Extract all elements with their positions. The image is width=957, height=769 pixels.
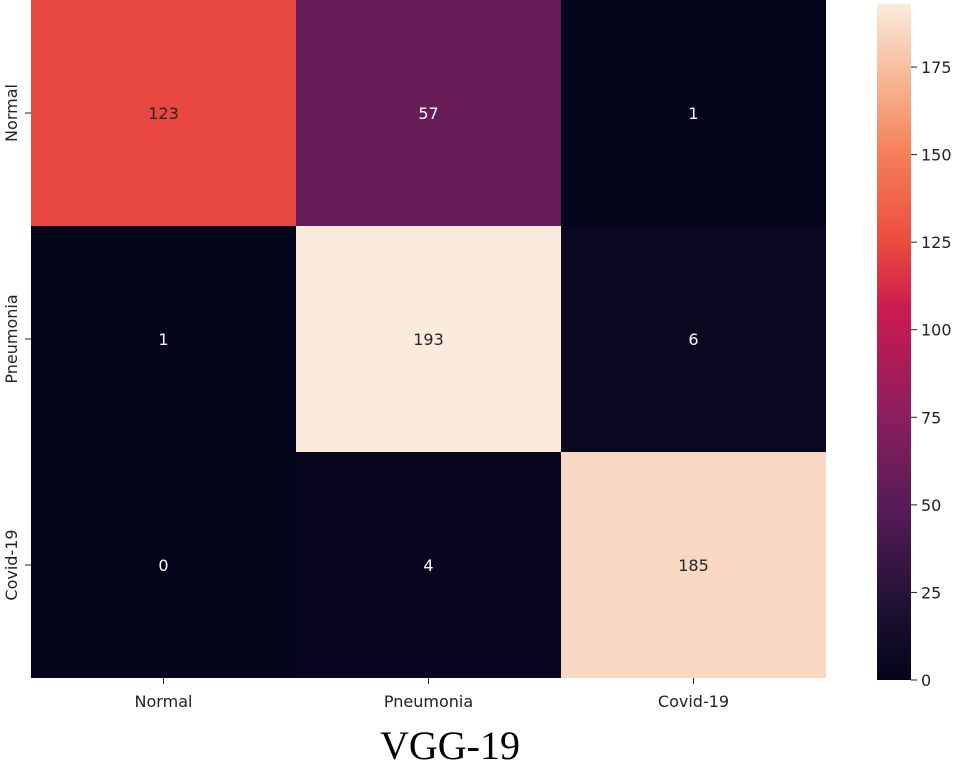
x-tick-label: Covid-19: [658, 692, 729, 711]
cell-value-label: 6: [688, 330, 698, 349]
colorbar-tick-label: 150: [921, 146, 952, 165]
x-tick-label: Pneumonia: [384, 692, 473, 711]
colorbar-tick-label: 100: [921, 321, 952, 340]
colorbar-tick-label: 75: [921, 408, 941, 427]
y-tick-label: Covid-19: [2, 529, 21, 600]
confusion-matrix-chart: 123 57 1 1 193 6 0 4 185 Normal Pneumonia Covid-19…: [2, 0, 952, 711]
heatmap-cell: [31, 0, 296, 226]
colorbar: [877, 4, 911, 680]
cell-value-label: 1: [158, 330, 168, 349]
cell-value-label: 57: [418, 104, 438, 123]
y-axis-ticks: Normal Pneumonia Covid-19: [2, 84, 31, 601]
x-axis-ticks: Normal Pneumonia Covid-19: [135, 678, 729, 711]
heatmap-cell: [561, 226, 826, 452]
heatmap-cell: [561, 452, 826, 678]
heatmap-cell: [31, 452, 296, 678]
cell-value-label: 1: [688, 104, 698, 123]
colorbar-tick-label: 0: [921, 671, 931, 690]
heatmap-cell: [561, 0, 826, 226]
cell-value-label: 193: [413, 330, 444, 349]
colorbar-tick-label: 175: [921, 58, 952, 77]
heatmap-cell: [296, 226, 561, 452]
x-tick-label: Normal: [135, 692, 193, 711]
heatmap-cell: [296, 0, 561, 226]
heatmap-cell: [31, 226, 296, 452]
cell-value-label: 123: [148, 104, 179, 123]
colorbar-tick-label: 50: [921, 496, 941, 515]
cell-value-label: 4: [423, 556, 433, 575]
figure-caption: VGG-19: [380, 723, 520, 768]
colorbar-ticks: 0 25 50 75 100 125 150 175: [911, 58, 952, 690]
heatmap-cells: 123 57 1 1 193 6 0 4 185: [31, 0, 826, 678]
y-tick-label: Normal: [2, 84, 21, 142]
y-tick-label: Pneumonia: [2, 294, 21, 383]
colorbar-tick-label: 25: [921, 583, 941, 602]
colorbar-tick-label: 125: [921, 233, 952, 252]
cell-value-label: 185: [678, 556, 709, 575]
heatmap-cell: [296, 452, 561, 678]
cell-value-label: 0: [158, 556, 168, 575]
